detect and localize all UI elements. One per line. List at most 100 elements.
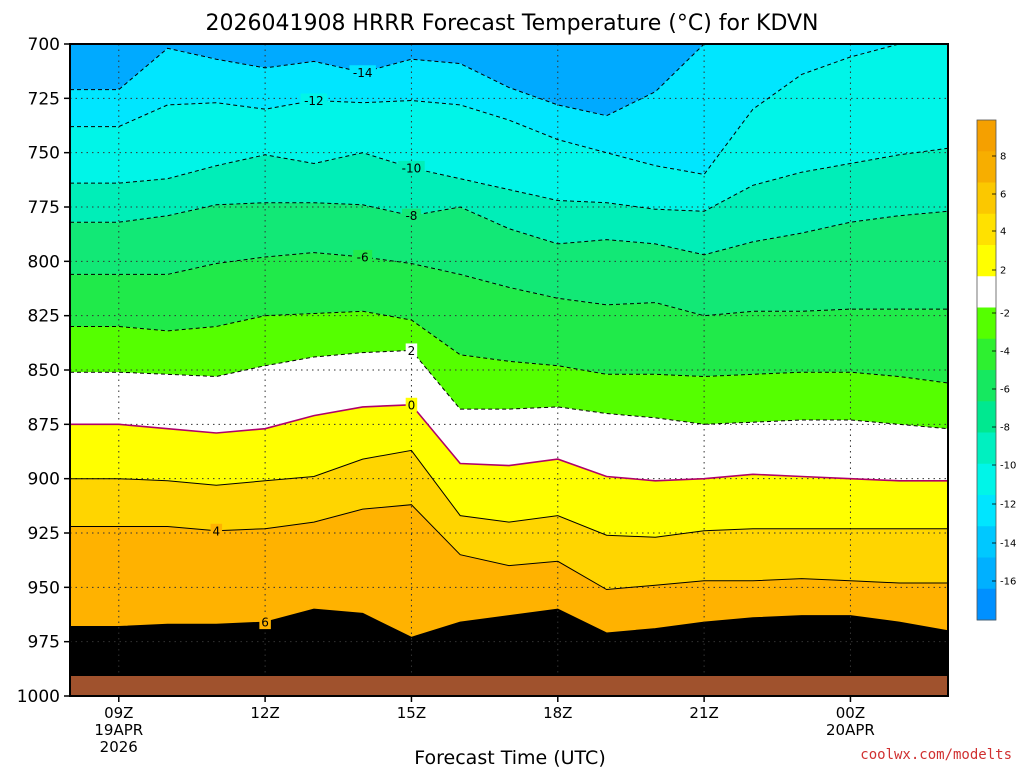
grid-lines: [70, 44, 948, 696]
temperature-band: [70, 311, 948, 429]
y-tick-label: 900: [28, 470, 60, 490]
colorbar-swatch: [977, 182, 996, 215]
temperature-fills: [70, 44, 948, 696]
y-tick-label: 750: [28, 144, 60, 164]
x-tick-date: 19APR: [94, 721, 143, 739]
x-tick-label: 12Z: [250, 704, 279, 722]
colorbar-swatch: [977, 120, 996, 152]
x-tick-label: 15Z: [397, 704, 426, 722]
colorbar-tick-label: -12: [1000, 500, 1016, 511]
x-tick-label: 09Z: [104, 704, 133, 722]
temperature-band: [70, 44, 948, 116]
isotherm-label: -12: [304, 94, 324, 108]
colorbar-swatch: [977, 307, 996, 340]
temperature-band: [70, 202, 948, 316]
colorbar-swatch: [977, 213, 996, 246]
colorbar-swatch: [977, 370, 996, 402]
isotherm-label-bg: [259, 615, 271, 630]
colorbar-tick-label: 6: [1000, 190, 1006, 201]
colorbar-swatch: [977, 276, 996, 308]
colorbar-tick-label: -4: [1000, 347, 1010, 358]
colorbar-legend: 8 6 4 2 -2 -4 -6 -8 -10 -12 -14 -16: [976, 119, 1016, 621]
colorbar-tick-label: -16: [1000, 577, 1016, 588]
ground-surface: [70, 676, 948, 696]
chart-title: 2026041908 HRRR Forecast Temperature (°C…: [205, 11, 818, 36]
isotherm-line: [70, 252, 948, 317]
isotherm-label: -8: [405, 209, 417, 223]
isotherm-label: 4: [213, 524, 221, 538]
credit-text: coolwx.com/modelts: [860, 747, 1012, 763]
isotherm-label: 2: [408, 344, 416, 358]
y-tick-label: 800: [28, 252, 60, 272]
isotherm-line: [70, 44, 948, 117]
temperature-band: [70, 609, 948, 696]
y-tick-label: 725: [28, 89, 60, 109]
isotherm-label: -14: [353, 66, 373, 80]
isotherm-label-bg: [353, 249, 373, 264]
x-tick-label: 00Z: [836, 704, 865, 722]
colorbar-swatch: [977, 463, 996, 496]
x-tick-year: 2026: [100, 738, 138, 756]
colorbar-tick-label: -8: [1000, 423, 1010, 434]
temperature-band: [70, 252, 948, 383]
isotherm-label-bg: [405, 343, 418, 358]
plot-area: -14 -12 -10 -8 -6 2 0 4 6: [70, 44, 948, 696]
colorbar-tick-label: -14: [1000, 539, 1016, 550]
colorbar-frame: [976, 119, 997, 621]
colorbar-tick-label: -2: [1000, 309, 1010, 320]
isotherm-label: -6: [357, 250, 369, 264]
y-tick-label: 775: [28, 198, 60, 218]
colorbar-swatch: [977, 401, 996, 433]
colorbar-tick-label: 2: [1000, 266, 1006, 277]
isotherm-label-bg: [405, 397, 418, 412]
y-tick-label: 925: [28, 524, 60, 544]
colorbar-swatch: [977, 151, 996, 183]
pressure-axis: 700 725 750 775 800 825 850 875 900 925 950 975 1000: [17, 35, 70, 707]
y-tick-label: 875: [28, 415, 60, 435]
y-tick-label: 975: [28, 633, 60, 653]
colorbar-tick-label: 4: [1000, 227, 1006, 238]
x-tick-label: 18Z: [543, 704, 572, 722]
isotherm-line: [70, 403, 948, 482]
colorbar-swatch: [977, 526, 996, 558]
colorbar-swatch: [977, 245, 996, 277]
isotherm-line: [70, 147, 948, 212]
isotherm-labels: -14 -12 -10 -8 -6 2 0 4 6: [210, 65, 425, 630]
isotherm-label-bg: [401, 208, 421, 223]
colorbar-tick-label: -10: [1000, 461, 1016, 472]
isotherm-label: -10: [402, 161, 422, 175]
y-tick-label: 1000: [17, 687, 60, 707]
temperature-band: [70, 44, 948, 175]
isotherm-label-bg: [300, 93, 328, 108]
x-tick-label: 21Z: [689, 704, 718, 722]
x-axis-label: Forecast Time (UTC): [414, 747, 605, 768]
x-tick-date: 20APR: [826, 721, 875, 739]
colorbar-tick-label: -6: [1000, 385, 1010, 396]
colorbar-swatch: [977, 588, 996, 621]
isotherm-label-bg: [349, 65, 376, 80]
isotherm-label-bg: [210, 523, 223, 538]
temperature-band: [70, 504, 948, 638]
y-tick-label: 850: [28, 361, 60, 381]
colorbar-tick-label: 8: [1000, 152, 1006, 163]
isotherm-label: 6: [261, 616, 269, 630]
temperature-band: [70, 148, 948, 255]
isotherm-label: 0: [408, 398, 416, 412]
temperature-band: [70, 404, 948, 538]
y-tick-label: 700: [28, 35, 60, 55]
temperature-band: [70, 44, 948, 212]
colorbar-swatch: [977, 432, 996, 465]
y-tick-label: 825: [28, 307, 60, 327]
isotherm-label-bg: [398, 160, 425, 175]
isotherm-lines: [70, 44, 948, 638]
temperature-band: [70, 350, 948, 481]
temperature-band: [70, 450, 948, 590]
isotherm-line: [70, 449, 948, 538]
colorbar-swatch: [977, 557, 996, 590]
colorbar-swatch: [977, 495, 996, 527]
isotherm-line: [70, 608, 948, 638]
colorbar-swatch: [977, 338, 996, 371]
isotherm-line: [70, 44, 948, 175]
